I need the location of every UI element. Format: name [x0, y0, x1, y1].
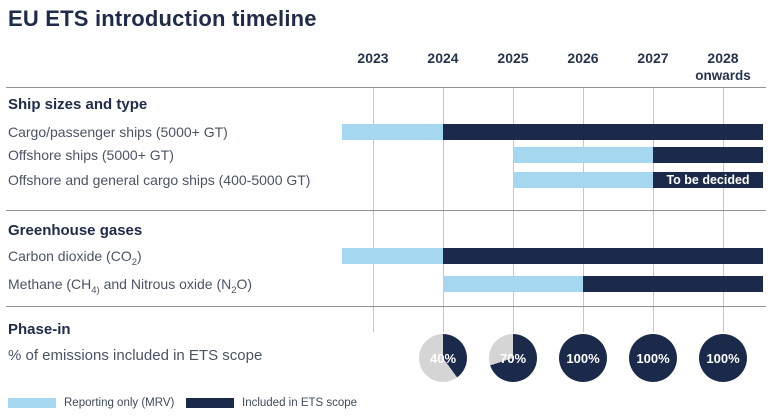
- year-text: 2027: [637, 50, 669, 66]
- section-rule-0: [6, 87, 766, 88]
- timeline-bar-ets: [443, 124, 763, 140]
- row-label-text: O): [236, 276, 253, 292]
- year-text: 2023: [357, 50, 389, 66]
- section-heading-ship-sizes: Ship sizes and type: [8, 96, 148, 113]
- pie-percent-label: 100%: [566, 350, 600, 366]
- pie-chart-2024: 40%: [419, 334, 467, 382]
- year-label-2028: 2028 onwards: [681, 50, 765, 84]
- pie-percent-label: 40%: [429, 350, 457, 366]
- grid-line-2026: [583, 87, 584, 332]
- timeline-bar-reporting: [342, 248, 443, 264]
- grid-line-2023: [373, 87, 374, 332]
- timeline-bar-reporting: [342, 124, 443, 140]
- pie-percent-label: 100%: [706, 350, 740, 366]
- legend-swatch-reporting: [8, 398, 56, 408]
- grid-line-2024: [443, 87, 444, 332]
- section-heading-greenhouse-gases: Greenhouse gases: [8, 222, 143, 239]
- row-label-subscript: 4): [91, 285, 100, 296]
- year-label-2024: 2024: [401, 50, 485, 67]
- row-label-text: Offshore and general cargo ships (400-50…: [8, 172, 311, 188]
- to-be-decided-label: To be decided: [666, 173, 750, 187]
- pie-chart-2028: 100%: [699, 334, 747, 382]
- timeline-bar-ets: [653, 147, 763, 163]
- row-label-text: Carbon dioxide (CO: [8, 248, 132, 264]
- legend-item-ets: Included in ETS scope: [186, 396, 386, 410]
- row-label-text: and Nitrous oxide (N: [99, 276, 232, 292]
- timeline-bar-reporting: [513, 172, 653, 188]
- pie-percent-label: 70%: [499, 350, 527, 366]
- year-text: 2028: [707, 50, 739, 66]
- pie-chart-2027: 100%: [629, 334, 677, 382]
- grid-line-2028: [723, 87, 724, 332]
- row-label: Offshore and general cargo ships (400-50…: [8, 171, 310, 189]
- legend-label-reporting: Reporting only (MRV): [64, 397, 175, 409]
- timeline-bar-ets: [583, 276, 763, 292]
- row-label-subscript: 2: [231, 285, 237, 296]
- row-label-text: Offshore ships (5000+ GT): [8, 147, 174, 163]
- year-label-2023: 2023: [331, 50, 415, 67]
- year-label-2027: 2027: [611, 50, 695, 67]
- year-label-2025: 2025: [471, 50, 555, 67]
- row-label-text: Methane (CH: [8, 276, 92, 292]
- grid-line-2027: [653, 87, 654, 332]
- timeline-bar-ets: To be decided: [653, 172, 763, 188]
- year-text: 2025: [497, 50, 529, 66]
- section-heading-phase-in: Phase-in: [8, 321, 71, 338]
- legend-item-reporting: Reporting only (MRV): [8, 396, 178, 410]
- pie-percent-label: 100%: [636, 350, 670, 366]
- year-text: 2026: [567, 50, 599, 66]
- page-title: EU ETS introduction timeline: [8, 6, 317, 31]
- section-rule-1: [6, 210, 766, 211]
- legend-swatch-ets: [186, 398, 234, 408]
- pie-chart-2025: 70%: [489, 334, 537, 382]
- row-label: Cargo/passenger ships (5000+ GT): [8, 123, 228, 141]
- row-label-subscript: 2: [131, 257, 138, 268]
- row-label: Carbon dioxide (CO2): [8, 247, 142, 268]
- year-label-2026: 2026: [541, 50, 625, 67]
- row-label: Offshore ships (5000+ GT): [8, 146, 174, 164]
- timeline-bar-reporting: [513, 147, 653, 163]
- legend-label-ets: Included in ETS scope: [242, 397, 358, 409]
- row-label-text: Cargo/passenger ships (5000+ GT): [8, 124, 228, 140]
- row-label: Methane (CH4) and Nitrous oxide (N2O): [8, 275, 252, 296]
- year-text: 2024: [427, 50, 459, 66]
- legend: Reporting only (MRV) Included in ETS sco…: [0, 396, 770, 412]
- section-rule-2: [6, 306, 766, 307]
- phase-in-subheading: % of emissions included in ETS scope: [8, 347, 263, 364]
- timeline-bar-ets: [443, 248, 763, 264]
- grid-line-2025: [513, 87, 514, 332]
- pie-chart-2026: 100%: [559, 334, 607, 382]
- timeline-bar-reporting: [443, 276, 583, 292]
- row-label-text: ): [137, 248, 142, 264]
- year-sublabel: onwards: [695, 68, 751, 83]
